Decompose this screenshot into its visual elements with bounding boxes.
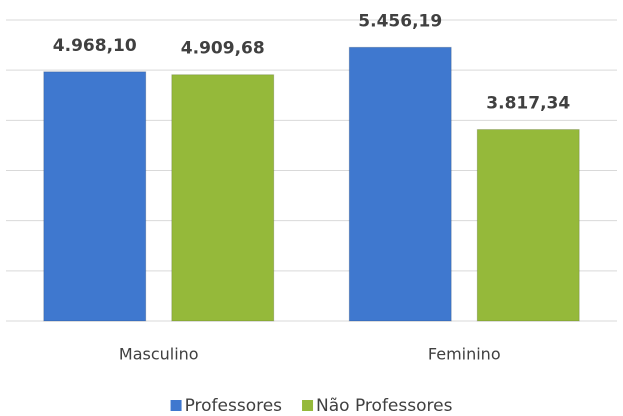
x-tick-label: Masculino (119, 345, 199, 364)
x-tick-label: Feminino (428, 345, 501, 364)
value-label: 4.909,68 (181, 39, 265, 59)
value-label: 4.968,10 (53, 36, 137, 56)
bar (476, 128, 580, 322)
value-label: 5.456,19 (358, 11, 442, 31)
bar (171, 74, 275, 322)
legend-label: Professores (185, 396, 283, 416)
legend-label: Não Professores (316, 396, 453, 416)
bar (348, 46, 452, 322)
bar (43, 71, 147, 322)
legend-swatch (302, 400, 314, 411)
value-label: 3.817,34 (486, 93, 570, 113)
legend-swatch (170, 400, 182, 411)
